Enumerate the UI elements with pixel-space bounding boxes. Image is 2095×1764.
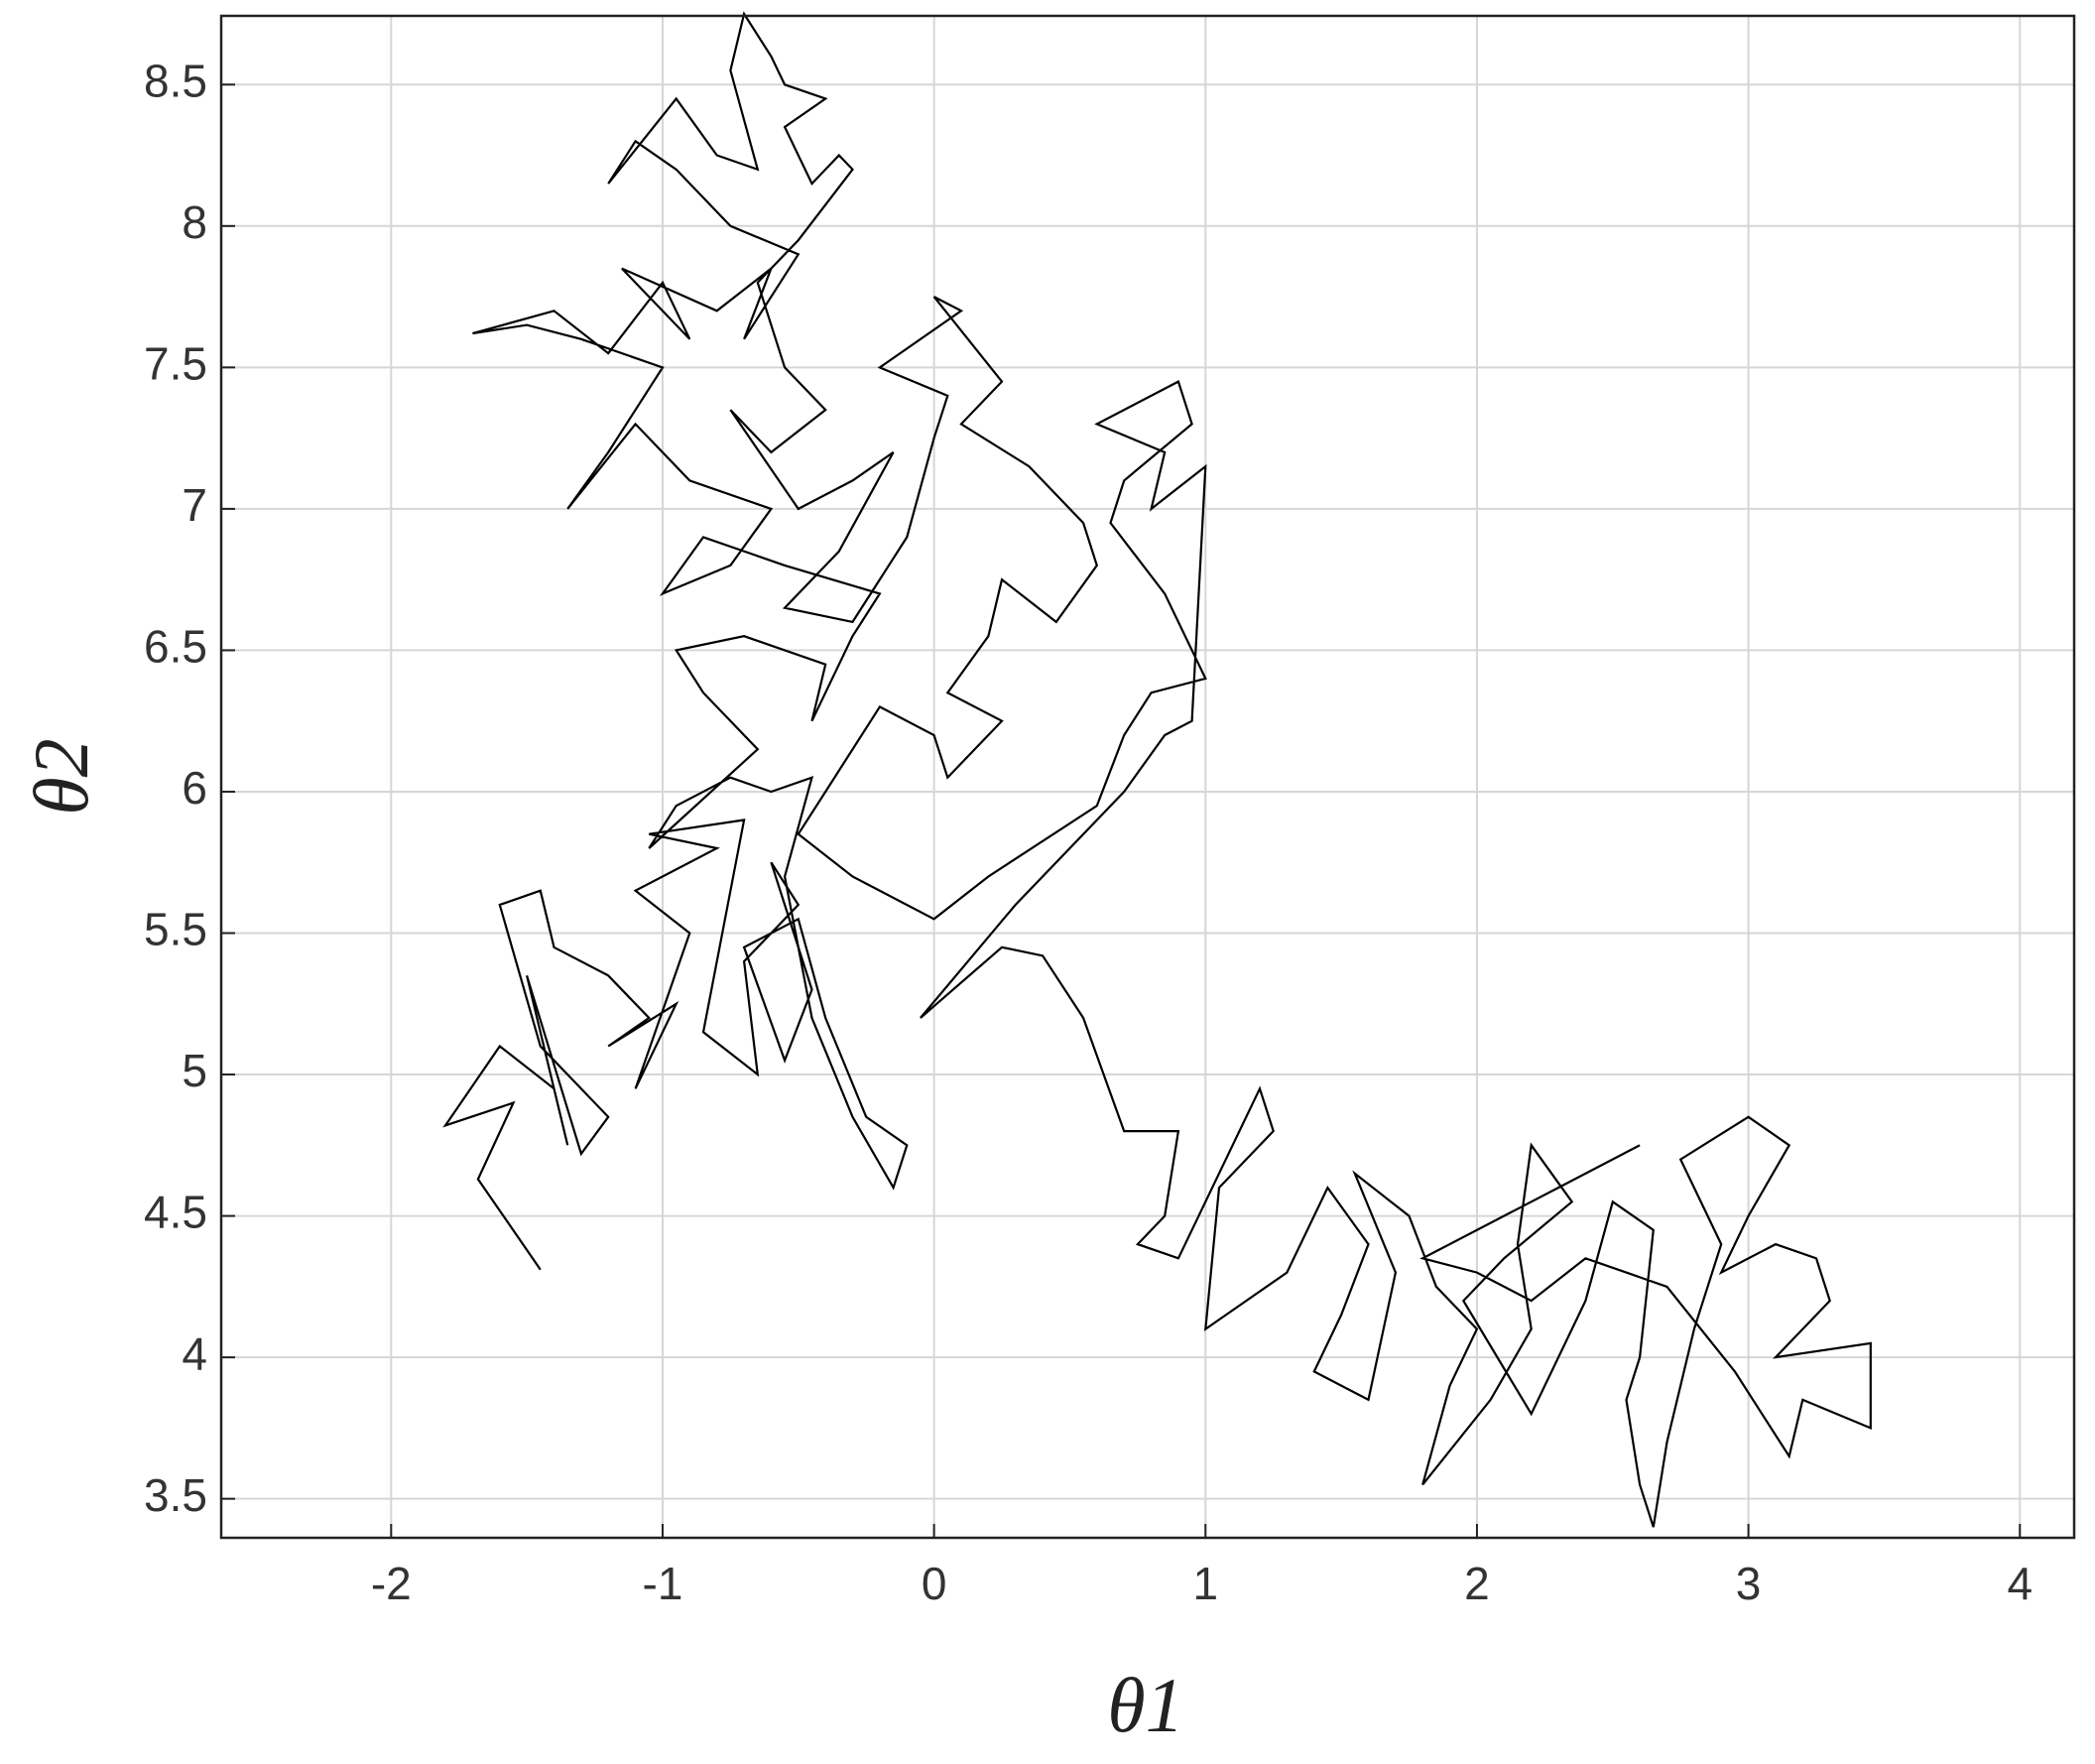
x-tick-label: 2 [1464, 1558, 1490, 1609]
x-axis-label: θ1 [1107, 1662, 1183, 1748]
y-axis-label: θ2 [18, 738, 104, 815]
x-tick-label: 3 [1736, 1558, 1762, 1609]
x-tick-label: 0 [922, 1558, 947, 1609]
x-tick-label: 4 [2007, 1558, 2033, 1609]
y-tick-label: 4 [182, 1327, 207, 1379]
y-tick-label: 7.5 [144, 338, 207, 390]
y-tick-label: 5 [182, 1045, 207, 1096]
y-tick-label: 7 [182, 479, 207, 531]
y-tick-label: 6.5 [144, 621, 207, 673]
x-tick-label: -1 [643, 1558, 683, 1609]
x-tick-label: -2 [371, 1558, 412, 1609]
y-tick-label: 8 [182, 196, 207, 248]
y-tick-label: 3.5 [144, 1469, 207, 1521]
y-tick-label: 8.5 [144, 55, 207, 106]
plot-area [221, 16, 2074, 1538]
y-tick-label: 4.5 [144, 1187, 207, 1238]
axes-box [219, 14, 2076, 1540]
y-tick-label: 6 [182, 762, 207, 814]
y-tick-label: 5.5 [144, 904, 207, 955]
trace-line [442, 11, 1872, 1528]
x-tick-label: 1 [1192, 1558, 1218, 1609]
